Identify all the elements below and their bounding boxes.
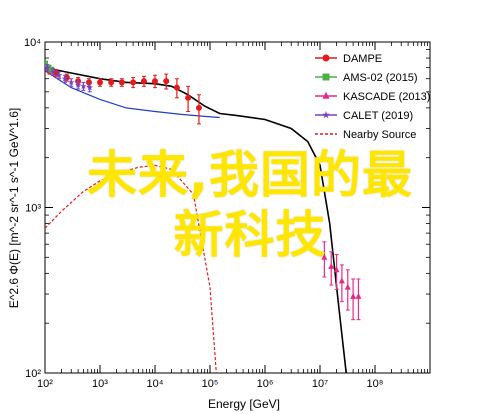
x-tick-label: 10²	[37, 378, 53, 390]
x-tick-label: 10³	[92, 378, 108, 390]
dampe-point	[163, 78, 170, 85]
dampe-point	[85, 79, 92, 86]
kascade-2013-point	[338, 277, 345, 284]
overlay-caption-line2: 新科技	[173, 206, 327, 264]
y-tick-label: 10⁴	[24, 37, 41, 49]
kascade-2013-point	[328, 262, 335, 269]
kascade-2013-point	[321, 253, 328, 260]
x-tick-label: 10⁴	[147, 378, 164, 390]
calet-2019-point	[49, 68, 57, 75]
y-axis-label: E^2.6 Φ(E) [m^-2 sr^-1 s^-1 GeV^1.6]	[7, 108, 21, 308]
x-tick-label: 10⁶	[257, 378, 274, 390]
dampe-point	[152, 78, 158, 85]
x-tick-label: 10⁵	[202, 378, 219, 390]
curve-nearby-source	[45, 164, 217, 373]
kascade-2013-point	[333, 266, 340, 273]
y-tick-label: 10²	[25, 368, 41, 380]
legend-entry-label: CALET (2019)	[343, 110, 413, 122]
dampe-point	[140, 78, 147, 85]
curve-model-total	[45, 66, 347, 373]
calet-2019-point	[61, 75, 69, 82]
ams-02-2015-point	[48, 66, 55, 73]
kascade-2013-point	[344, 283, 351, 290]
dampe-point	[130, 79, 137, 86]
calet-2019-point	[80, 82, 87, 90]
legend: DAMPE AMS-02 (2015) KASCADE (2013) CALET (2…	[315, 53, 430, 141]
legend-entry-label: Nearby Source	[343, 129, 416, 141]
legend-swatch-marker	[322, 73, 330, 81]
legend-swatch-marker	[322, 54, 330, 62]
calet-2019-point	[45, 64, 51, 71]
dampe-point	[108, 79, 115, 86]
dampe-point	[118, 79, 125, 86]
dampe-point	[195, 104, 202, 111]
overlay-caption-line1: 未来,我国的最	[87, 146, 413, 204]
dampe-point	[97, 79, 103, 86]
kascade-2013-point	[350, 292, 357, 299]
curve-model-background	[45, 70, 220, 119]
calet-2019-point	[55, 71, 63, 78]
calet-2019-point	[86, 84, 93, 91]
legend-swatch-marker	[322, 111, 330, 119]
y-axis-label-group: E^2.6 Φ(E) [m^-2 sr^-1 s^-1 GeV^1.6]	[7, 108, 21, 308]
x-tick-label: 10⁷	[312, 378, 328, 390]
calet-2019-point	[68, 79, 75, 86]
x-tick-label: 10⁸	[367, 378, 384, 390]
legend-swatch-marker	[322, 91, 330, 99]
legend-entry-label: KASCADE (2013)	[343, 91, 430, 103]
ams-02-2015-point	[45, 60, 48, 67]
curves-group	[45, 60, 362, 373]
calet-2019-point	[74, 81, 82, 88]
dampe-point	[185, 94, 192, 101]
dampe-point	[173, 84, 180, 91]
x-axis-label: Energy [GeV]	[208, 397, 280, 411]
kascade-2013-point	[355, 292, 362, 299]
legend-entry-label: DAMPE	[343, 53, 382, 65]
y-tick-label: 10³	[25, 203, 41, 215]
legend-entry-label: AMS-02 (2015)	[343, 72, 418, 84]
